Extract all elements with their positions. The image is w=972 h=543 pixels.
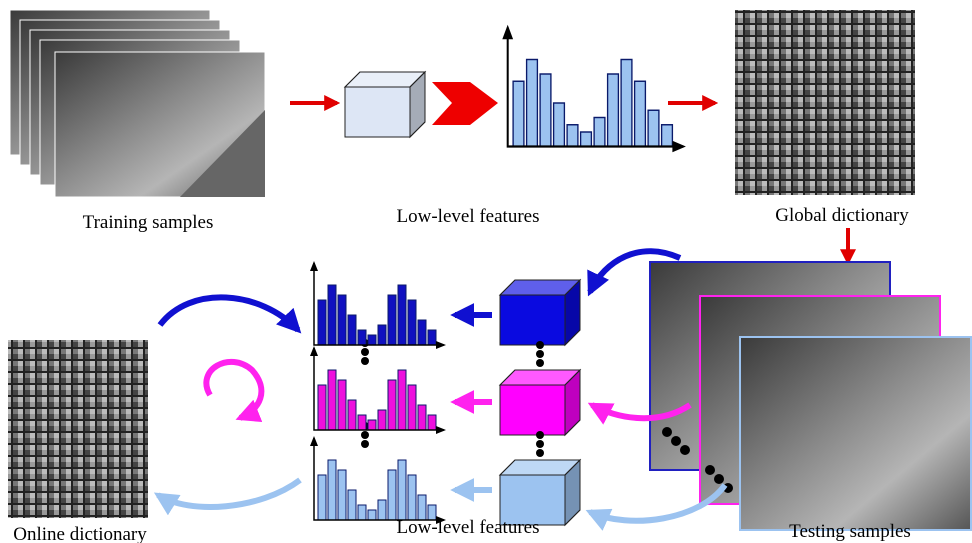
label: Low-level features [397, 206, 540, 227]
histogram [310, 436, 446, 524]
cube [500, 370, 580, 435]
cube [500, 280, 580, 345]
online-dictionary [8, 340, 148, 518]
label: Training samples [83, 212, 214, 233]
training-samples [10, 10, 265, 197]
label: Global dictionary [775, 205, 909, 226]
label: Testing samples [789, 521, 911, 542]
diagram: Training samples Low-level features Glob… [0, 0, 972, 543]
testing-samples [650, 262, 971, 530]
arrow [432, 82, 498, 125]
arrows [158, 251, 725, 521]
cube [345, 72, 425, 137]
histogram [310, 261, 446, 349]
cube [500, 460, 580, 525]
global-dictionary [735, 10, 915, 195]
histogram [502, 25, 686, 153]
label: Low-level features [397, 517, 540, 538]
label: Online dictionary [13, 524, 147, 543]
histogram [310, 346, 446, 434]
